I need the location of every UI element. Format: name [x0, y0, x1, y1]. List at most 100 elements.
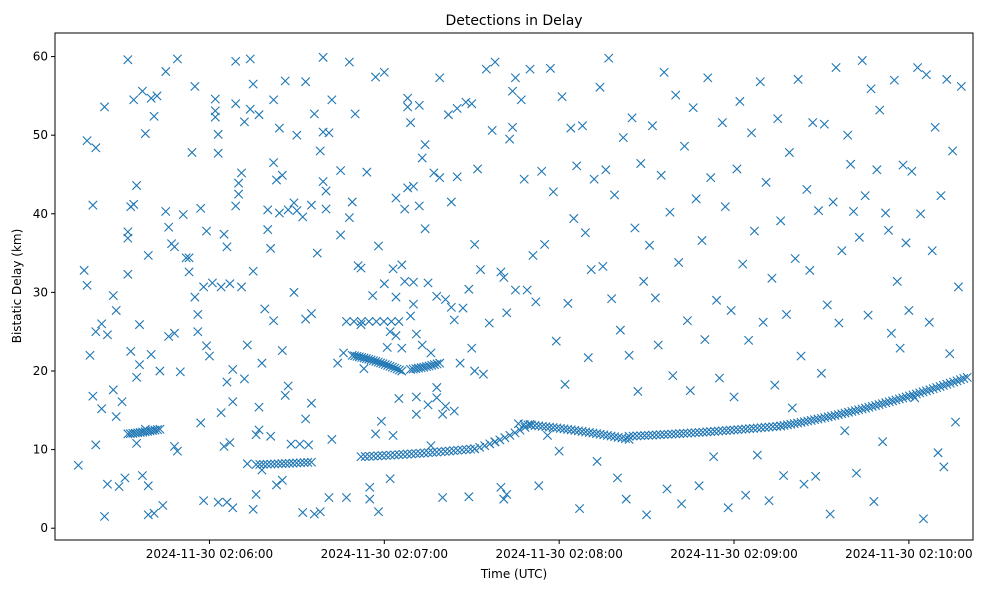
detection-point-251 — [472, 164, 483, 174]
detection-point-226 — [432, 393, 442, 403]
detection-point-613 — [945, 378, 955, 388]
detection-point-326 — [676, 499, 687, 509]
detection-point-134 — [280, 390, 290, 400]
detection-point-149 — [303, 440, 314, 450]
detection-point-459 — [381, 450, 391, 460]
detection-point-38 — [140, 129, 150, 139]
detection-point-138 — [286, 439, 296, 449]
detection-point-328 — [682, 316, 692, 326]
detection-point-444 — [277, 459, 287, 469]
detection-point-104 — [239, 374, 250, 384]
detection-point-309 — [627, 113, 637, 123]
detection-point-357 — [767, 273, 777, 283]
detection-point-420 — [950, 417, 961, 427]
detection-point-65 — [187, 147, 197, 158]
detection-point-288 — [566, 123, 576, 133]
detection-point-213 — [411, 409, 421, 419]
detection-point-603 — [911, 389, 921, 399]
detection-point-50 — [161, 66, 171, 77]
detection-point-280 — [542, 430, 553, 441]
detection-point-494 — [523, 420, 533, 430]
detection-point-599 — [898, 393, 908, 403]
detection-point-4 — [85, 350, 95, 360]
detection-point-287 — [563, 298, 573, 308]
detection-point-337 — [709, 452, 719, 462]
detection-point-157 — [315, 146, 325, 156]
detection-point-291 — [574, 503, 585, 514]
detection-point-260 — [496, 482, 506, 492]
detection-point-559 — [764, 422, 774, 432]
detection-point-413 — [930, 122, 940, 132]
detection-point-378 — [828, 197, 838, 207]
detection-point-331 — [691, 194, 701, 204]
detection-point-477 — [457, 445, 467, 455]
detection-point-384 — [846, 159, 856, 169]
detection-point-129 — [274, 123, 284, 133]
detection-point-308 — [624, 350, 634, 360]
detection-point-2 — [82, 280, 92, 290]
detection-point-298 — [595, 82, 605, 92]
detection-point-282 — [548, 187, 558, 197]
detection-point-321 — [662, 484, 672, 494]
detection-point-208 — [405, 311, 416, 321]
detection-point-625 — [386, 316, 396, 327]
detection-point-294 — [583, 353, 593, 363]
detection-point-376 — [822, 300, 832, 310]
detection-point-399 — [889, 75, 899, 85]
detection-point-544 — [706, 427, 716, 437]
detection-point-600 — [901, 392, 911, 402]
detection-point-590 — [867, 401, 877, 411]
detection-point-345 — [732, 164, 742, 174]
detection-point-156 — [315, 507, 325, 517]
detection-point-585 — [850, 406, 860, 416]
detection-point-198 — [391, 331, 401, 341]
detection-point-311 — [633, 386, 643, 397]
detection-point-40 — [143, 250, 153, 261]
detection-point-658 — [429, 360, 439, 370]
detection-point-271 — [516, 95, 526, 105]
detection-point-170 — [338, 348, 349, 358]
detection-point-608 — [928, 384, 938, 394]
detection-point-597 — [891, 395, 901, 405]
detection-point-269 — [510, 285, 521, 295]
detection-point-99 — [234, 178, 244, 188]
detection-point-289 — [569, 213, 579, 224]
detection-point-442 — [269, 459, 280, 469]
detection-point-305 — [615, 325, 625, 335]
detection-point-372 — [811, 471, 821, 481]
detection-point-152 — [306, 309, 317, 319]
detection-point-313 — [639, 276, 649, 286]
y-axis-label: Bistatic Delay (km) — [10, 229, 24, 344]
x-tick-label-4: 2024-11-30 02:10:00 — [845, 547, 972, 561]
detection-point-464 — [402, 449, 412, 459]
detection-point-403 — [901, 238, 911, 248]
detection-point-55 — [169, 242, 180, 252]
detection-point-111 — [248, 504, 258, 514]
detection-point-439 — [258, 459, 269, 469]
detection-point-227 — [432, 291, 442, 301]
detection-point-316 — [647, 121, 658, 131]
detection-point-169 — [336, 230, 346, 240]
detection-point-622 — [364, 316, 374, 327]
detection-point-58 — [172, 54, 182, 64]
detection-point-286 — [560, 379, 570, 389]
detection-point-1 — [79, 265, 89, 275]
detection-point-462 — [394, 450, 404, 460]
detection-point-447 — [288, 458, 298, 468]
detection-point-518 — [610, 432, 620, 442]
detection-point-278 — [537, 166, 547, 176]
detection-point-596 — [887, 396, 898, 406]
detection-point-606 — [921, 386, 932, 396]
detection-point-9 — [91, 440, 101, 450]
detection-point-611 — [938, 380, 949, 390]
detection-point-145 — [298, 212, 308, 222]
detection-point-0 — [73, 460, 83, 470]
detection-point-343 — [726, 305, 736, 316]
detection-point-189 — [379, 67, 389, 77]
detection-point-181 — [365, 482, 375, 492]
detection-point-154 — [309, 509, 319, 519]
detection-point-373 — [813, 206, 824, 216]
detection-point-151 — [306, 200, 317, 210]
detection-point-520 — [617, 433, 627, 443]
detection-point-533 — [663, 429, 673, 439]
